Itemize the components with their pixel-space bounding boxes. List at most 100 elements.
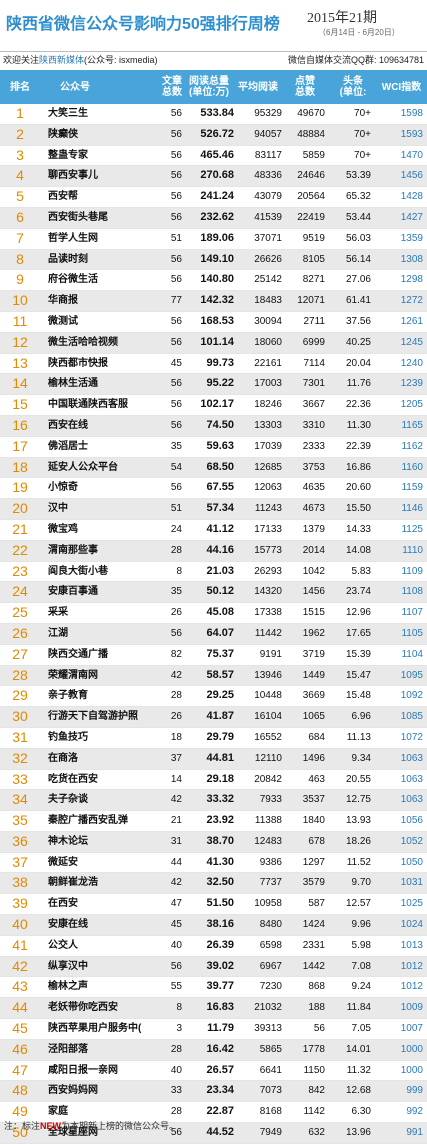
avg-reads: 12063 [254,482,282,494]
table-row: 23 阎良大街小巷 8 21.03 26293 1042 5.83 1109 [0,562,427,583]
footnote: 注：标注NEW为本期新上榜的微信公众号。 [4,1119,178,1132]
headline-reads: 16.86 [345,461,371,473]
rank-cell: 14 [12,375,28,392]
avg-reads: 7949 [259,1127,282,1139]
total-reads: 22.87 [206,1105,234,1118]
total-reads: 23.92 [206,814,234,827]
avg-reads: 7737 [259,877,282,889]
avg-reads: 6967 [259,960,282,972]
like-count: 20564 [297,191,325,203]
like-count: 3669 [302,690,325,702]
rank-cell: 41 [12,936,28,953]
follow-account-link[interactable]: 陕西新媒体 [39,55,85,65]
headline-reads: 7.05 [351,1023,371,1035]
rank-cell: 27 [12,645,28,662]
total-reads: 465.46 [200,148,234,161]
avg-reads: 26293 [254,565,282,577]
avg-reads: 18060 [254,336,282,348]
wci-index: 1085 [400,711,423,723]
wci-index: 1024 [400,919,423,931]
avg-reads: 17039 [254,440,282,452]
rank-cell: 26 [12,624,28,641]
rank-cell: 45 [12,1020,28,1037]
account-name: 阎良大街小巷 [48,565,108,577]
headline-reads: 5.83 [351,565,371,577]
note-prefix: 注：标注 [4,1121,41,1131]
article-count: 54 [170,461,182,473]
avg-reads: 16104 [254,711,282,723]
total-reads: 95.22 [206,377,234,390]
article-count: 35 [170,586,182,598]
article-count: 40 [170,939,182,951]
account-name: 夫子杂谈 [48,794,88,806]
avg-reads: 13946 [254,669,282,681]
rank-cell: 31 [12,728,28,745]
total-reads: 44.81 [206,751,234,764]
account-name: 整蛊专家 [48,149,88,161]
like-count: 2014 [302,544,325,556]
wci-index: 1052 [400,835,423,847]
headline-reads: 9.24 [351,981,371,993]
like-count: 1962 [302,627,325,639]
article-count: 56 [170,482,182,494]
article-count: 56 [170,108,182,119]
rank-cell: 21 [12,520,28,537]
avg-reads: 16552 [254,731,282,743]
wci-index: 1108 [401,586,423,598]
rank-cell: 19 [12,479,28,496]
like-count: 3667 [302,399,325,411]
rank-cell: 24 [12,583,28,600]
header-total: 文章 总数 [148,70,182,104]
headline-reads: 6.96 [351,711,371,723]
article-count: 56 [170,128,182,140]
total-reads: 526.72 [200,127,234,140]
account-name: 泾阳部落 [48,1043,88,1055]
headline-reads: 12.57 [345,898,371,910]
account-name: 亲子教育 [48,690,88,702]
like-count: 9519 [302,232,325,244]
rank-cell: 8 [16,250,24,267]
rank-cell: 6 [16,208,24,225]
table-row: 16 西安在线 56 74.50 13303 3310 11.30 1165 [0,415,427,437]
rank-cell: 7 [16,229,24,246]
total-reads: 26.57 [206,1063,234,1076]
table-row: 2 陕癫侠 56 526.72 94057 48884 70+ 1593 [0,124,427,146]
rank-cell: 17 [12,437,28,454]
avg-reads: 6598 [259,939,282,951]
headline-reads: 14.01 [345,1043,371,1055]
total-reads: 64.07 [206,626,234,639]
rank-cell: 3 [16,146,24,163]
article-count: 42 [170,669,182,681]
article-count: 8 [176,565,182,577]
headline-reads: 61.41 [345,295,371,307]
headline-reads: 15.47 [345,669,371,681]
headline-reads: 70+ [354,128,371,140]
article-count: 28 [170,1043,182,1055]
total-reads: 232.62 [200,210,234,223]
new-label: NEW [40,1121,62,1131]
article-count: 56 [170,315,182,327]
headline-reads: 65.32 [345,191,371,203]
total-reads: 29.25 [206,689,234,702]
total-reads: 21.03 [206,564,234,577]
account-name: 公交人 [48,939,78,951]
avg-reads: 25142 [254,274,282,286]
account-name: 中国联通陕西客服 [48,399,128,411]
avg-reads: 7933 [259,794,282,806]
wci-index: 992 [406,1106,423,1118]
like-count: 4673 [302,503,325,515]
like-count: 3310 [302,419,325,431]
article-count: 56 [170,149,182,161]
avg-reads: 43079 [254,191,282,203]
table-row: 26 江湖 56 64.07 11442 1962 17.65 1105 [0,623,427,645]
total-reads: 74.50 [206,418,234,431]
table-row: 9 府谷微生活 56 140.80 25142 8271 27.06 1298 [0,270,427,292]
headline-reads: 20.60 [345,482,371,494]
article-count: 56 [170,419,182,431]
avg-reads: 12685 [254,461,282,473]
total-reads: 38.16 [206,918,234,931]
wci-index: 1063 [400,773,423,785]
avg-reads: 18246 [254,399,282,411]
wci-index: 1245 [400,336,423,348]
avg-reads: 18483 [254,295,282,307]
